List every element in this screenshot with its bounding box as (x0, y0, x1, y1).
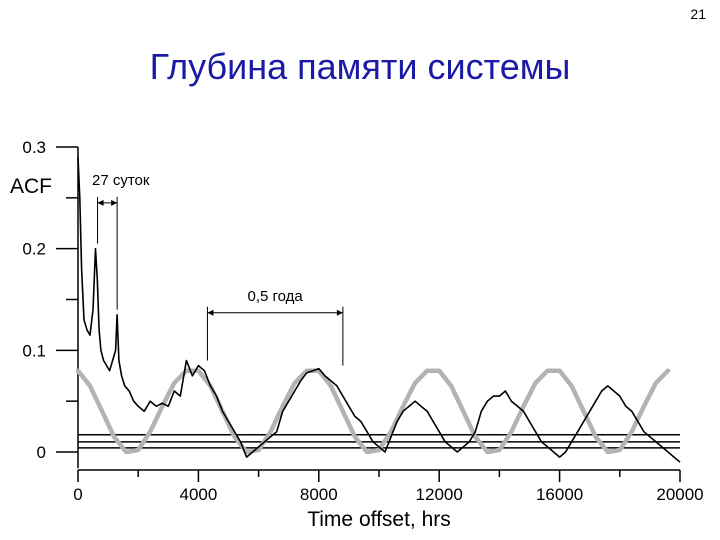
annotation-label: 27 суток (92, 172, 150, 189)
y-tick-label: 0.1 (22, 341, 46, 360)
annotation-arrow-left (207, 309, 214, 316)
x-tick-label: 12000 (416, 485, 463, 504)
slide-title: Глубина памяти системы (149, 46, 571, 87)
page-number: 21 (690, 6, 706, 22)
y-axis-label: ACF (10, 175, 52, 198)
x-tick-label: 16000 (536, 485, 583, 504)
y-tick-label: 0.3 (22, 138, 46, 157)
y-tick-label: 0.2 (22, 240, 46, 259)
x-tick-label: 8000 (300, 485, 338, 504)
x-axis-label: Time offset, hrs (307, 508, 451, 531)
chart-labels: 0 0.1 0.2 0.3 0 4000 8000 12000 16000 20000 ACF Tim… (10, 138, 704, 531)
chart-annotations: 27 суток 0,5 года (92, 172, 344, 366)
annotation-arrow-left (97, 199, 104, 206)
x-tick-label: 20000 (656, 485, 703, 504)
chart-axes (56, 146, 681, 482)
y-tick-label: 0 (37, 443, 46, 462)
acf-line (77, 157, 681, 463)
annotation-arrow-right (336, 309, 343, 316)
sine-fit-line (75, 368, 671, 455)
chart-series (75, 157, 681, 463)
annotation-label: 0,5 года (248, 288, 304, 305)
x-tick-label: 4000 (179, 485, 217, 504)
annotation: 27 суток (92, 172, 150, 310)
x-tick-label: 0 (73, 485, 82, 504)
annotation: 0,5 года (206, 288, 344, 366)
annotation-arrow-right (111, 199, 118, 206)
